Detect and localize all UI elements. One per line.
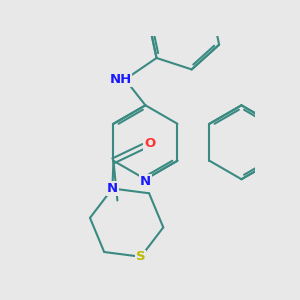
Text: NH: NH xyxy=(110,73,132,86)
Text: O: O xyxy=(144,137,155,150)
Text: S: S xyxy=(136,250,146,263)
Text: N: N xyxy=(107,182,118,195)
Text: N: N xyxy=(140,175,151,188)
